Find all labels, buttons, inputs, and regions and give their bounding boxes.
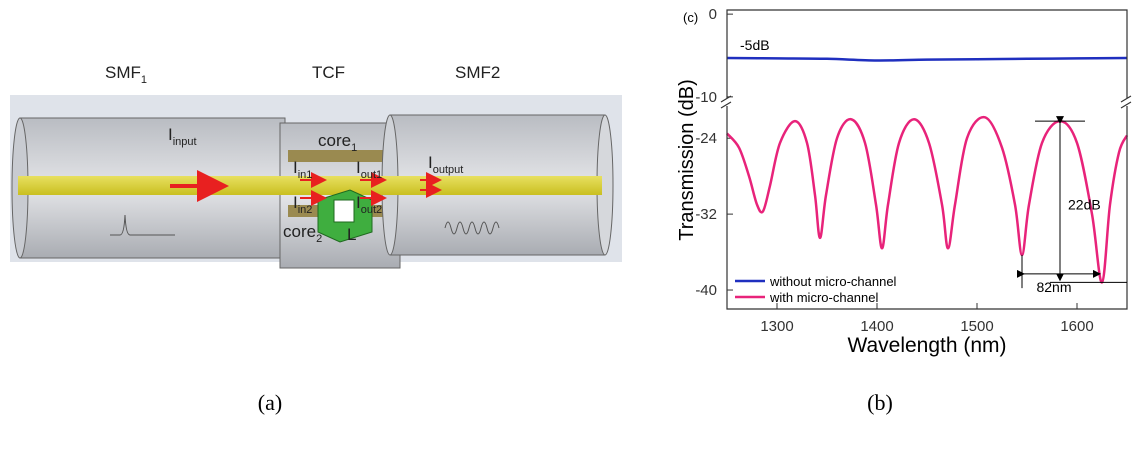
label-subscript: input — [173, 136, 197, 148]
y-tick-label: -10 — [695, 89, 717, 106]
annotation: 82nm — [1036, 279, 1071, 295]
y-axis-label: Transmission (dB) — [676, 79, 698, 241]
diagram-label: core2 — [283, 222, 322, 245]
label-text: SMF2 — [455, 63, 500, 82]
input-pulse — [110, 214, 175, 236]
axis-break — [720, 95, 1132, 109]
annotation: 22dB — [1068, 197, 1101, 213]
diagram — [10, 95, 622, 269]
x-axis-label: Wavelength (nm) — [847, 334, 1006, 357]
diagram-label: core1 — [318, 131, 357, 154]
label-subscript: out1 — [361, 169, 382, 181]
label-text: I — [168, 125, 173, 144]
y-tick-label: -32 — [695, 206, 717, 223]
micro-channel-hole — [333, 199, 355, 223]
y-tick-label: -40 — [695, 282, 717, 299]
label-text: TCF — [312, 63, 345, 82]
panel-label: (c) — [683, 10, 698, 25]
annotation: -5dB — [740, 37, 770, 53]
core1 — [288, 150, 393, 162]
diagram-label: Iin1 — [293, 158, 312, 181]
label-subscript: 1 — [141, 74, 147, 86]
series-line — [726, 56, 1128, 62]
caption: (a) — [258, 390, 282, 415]
label-text: I — [293, 158, 298, 177]
label-text: SMF — [105, 63, 141, 82]
diagram-label: Ioutput — [428, 153, 463, 176]
diagram-label: L — [347, 225, 356, 244]
label-subscript: 1 — [351, 142, 357, 154]
label-subscript: in2 — [298, 204, 313, 216]
label-text: I — [356, 158, 361, 177]
legend-label: without micro-channel — [769, 274, 897, 289]
diagram-label: SMF1 — [105, 63, 147, 86]
series-line — [726, 115, 1129, 284]
diagram-label: Iinput — [168, 125, 197, 148]
diagram-label: Iout1 — [356, 158, 382, 181]
label-text: I — [428, 153, 433, 172]
x-tick-label: 1500 — [960, 318, 993, 335]
label-subscript: in1 — [298, 169, 313, 181]
x-tick-label: 1400 — [860, 318, 893, 335]
diagram-label: Iin2 — [293, 193, 312, 216]
label-text: L — [347, 225, 356, 244]
label-text: core — [318, 131, 351, 150]
label-text: core — [283, 222, 316, 241]
label-text: I — [356, 193, 361, 212]
label-subscript: output — [433, 164, 464, 176]
axis-frame — [726, 9, 1128, 310]
legend-label: with micro-channel — [769, 290, 878, 305]
x-tick-label: 1300 — [760, 318, 793, 335]
diagram-label: Iout2 — [356, 193, 382, 216]
fiber-core — [18, 176, 602, 195]
x-tick-label: 1600 — [1060, 318, 1093, 335]
label-subscript: 2 — [316, 233, 322, 245]
label-text: I — [293, 193, 298, 212]
diagram-label: TCF — [312, 63, 345, 82]
label-subscript: out2 — [361, 204, 382, 216]
diagram-label: SMF2 — [455, 63, 500, 82]
y-tick-label: 0 — [709, 6, 717, 23]
y-tick-label: -24 — [695, 130, 717, 147]
caption: (b) — [867, 390, 893, 415]
output-signal — [444, 221, 500, 235]
